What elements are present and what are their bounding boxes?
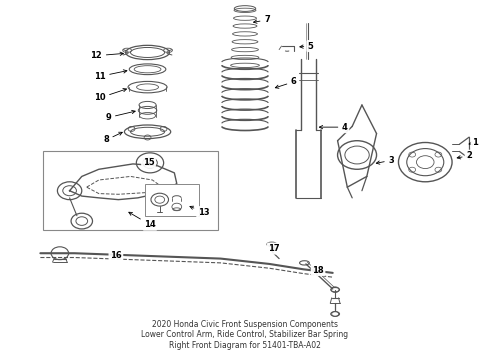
Text: 2: 2 <box>457 151 472 160</box>
Bar <box>145 184 199 216</box>
Text: 2020 Honda Civic Front Suspension Components
Lower Control Arm, Ride Control, St: 2020 Honda Civic Front Suspension Compon… <box>142 320 348 350</box>
Text: 8: 8 <box>103 132 122 144</box>
Text: 6: 6 <box>275 77 296 88</box>
Text: 16: 16 <box>110 251 122 260</box>
Text: 10: 10 <box>94 89 126 102</box>
Text: 18: 18 <box>312 266 324 275</box>
Text: 11: 11 <box>94 70 127 81</box>
Text: 15: 15 <box>143 158 154 167</box>
Text: 14: 14 <box>129 212 156 229</box>
Text: 4: 4 <box>319 123 348 132</box>
Text: 5: 5 <box>300 41 314 50</box>
Text: 13: 13 <box>190 206 209 217</box>
Text: 1: 1 <box>469 138 478 147</box>
Bar <box>43 152 218 230</box>
Text: 17: 17 <box>269 244 280 253</box>
Text: 12: 12 <box>91 51 123 60</box>
Text: 3: 3 <box>376 156 394 165</box>
Text: 9: 9 <box>106 111 135 122</box>
Ellipse shape <box>331 312 340 316</box>
Text: 7: 7 <box>253 15 270 24</box>
